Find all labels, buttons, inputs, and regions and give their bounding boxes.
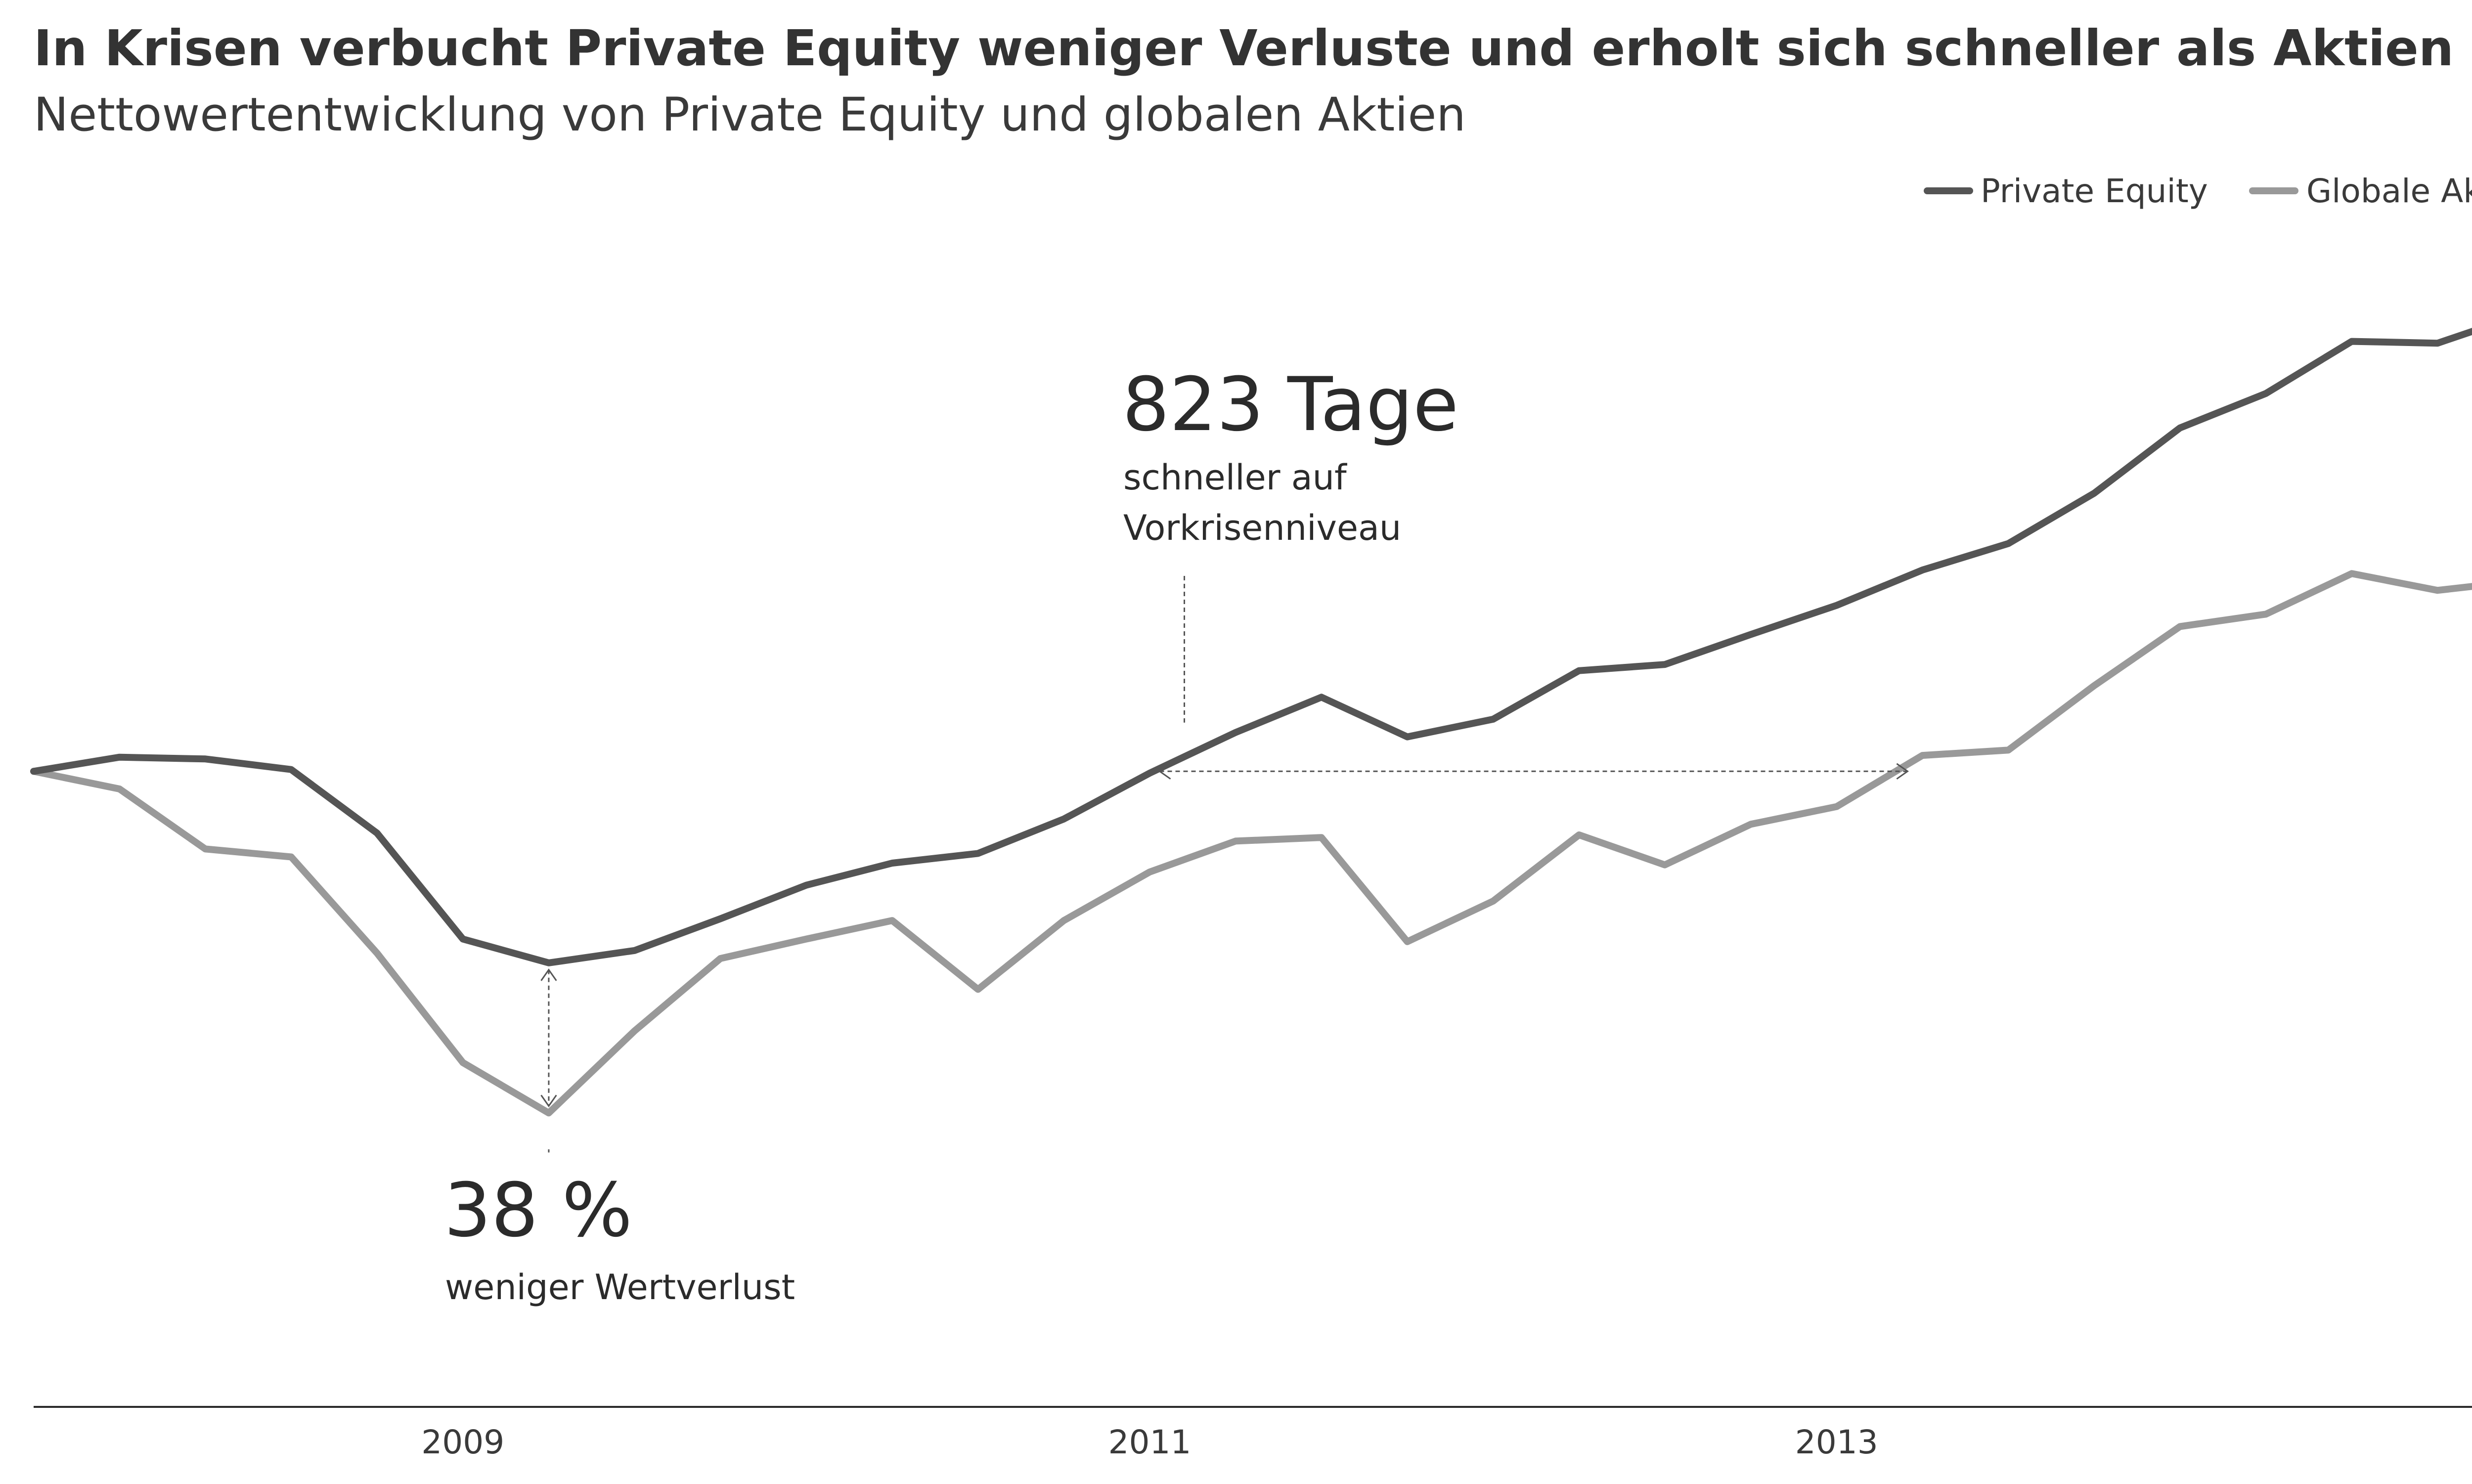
- x-axis-ticks: 2009201120132015: [421, 1423, 1878, 1461]
- annotation-loss: 38 % weniger Wertverlust: [444, 968, 795, 1308]
- loss-text: weniger Wertverlust: [445, 1267, 795, 1308]
- chart-subtitle: Nettowertentwicklung von Private Equity …: [34, 88, 1466, 142]
- x-tick-label: 2011: [1108, 1423, 1192, 1461]
- x-tick-label: 2009: [421, 1423, 504, 1461]
- recovery-text-line-2: Vorkrisenniveau: [1123, 508, 1401, 548]
- legend-label-globale-aktien: Globale Aktien: [2306, 172, 2472, 210]
- legend-label-private-equity: Private Equity: [1981, 172, 2208, 210]
- series-line-private-equity: [30, 328, 2472, 966]
- legend: Private Equity Globale Aktien: [1924, 172, 2472, 210]
- recovery-arrow-head-right: [1896, 763, 1909, 780]
- loss-arrow-head-top: [540, 968, 557, 981]
- recovery-arrow-head-left: [1158, 763, 1171, 780]
- annotation-recovery: 823 Tage schneller auf Vorkrisenniveau: [1122, 362, 1909, 780]
- recovery-text-line-1: schneller auf: [1123, 457, 1347, 498]
- x-tick-label: 2013: [1795, 1423, 1878, 1461]
- series-line-globale-aktien: [30, 570, 2472, 1117]
- recovery-value: 823 Tage: [1122, 362, 1458, 448]
- loss-arrow-head-bottom: [540, 1094, 557, 1107]
- chart-title: In Krisen verbucht Private Equity wenige…: [34, 19, 2454, 77]
- loss-value: 38 %: [444, 1168, 632, 1254]
